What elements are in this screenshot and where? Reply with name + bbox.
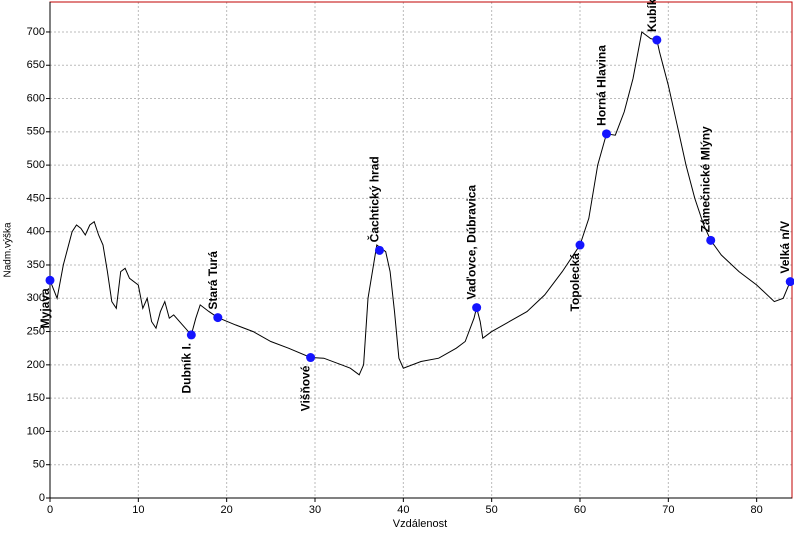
y-tick-label: 50 bbox=[33, 459, 45, 471]
y-tick-label: 700 bbox=[27, 26, 45, 38]
x-tick-label: 40 bbox=[397, 504, 409, 516]
waypoint-label: Zámečnické Mlýny bbox=[699, 126, 713, 232]
waypoint bbox=[45, 275, 55, 285]
waypoint bbox=[472, 303, 482, 313]
x-tick-label: 0 bbox=[47, 504, 53, 516]
waypoint bbox=[652, 35, 662, 45]
waypoint bbox=[785, 277, 794, 287]
waypoint-label: Višňové bbox=[299, 365, 313, 411]
y-tick-label: 100 bbox=[27, 425, 45, 437]
waypoint bbox=[706, 235, 716, 245]
y-tick-label: 200 bbox=[27, 359, 45, 371]
y-tick-label: 500 bbox=[27, 159, 45, 171]
x-tick-label: 60 bbox=[574, 504, 586, 516]
waypoint-label: Stará Turá bbox=[206, 251, 220, 310]
y-tick-label: 250 bbox=[27, 325, 45, 337]
waypoint-label: Dubník I. bbox=[179, 343, 193, 394]
y-tick-label: 550 bbox=[27, 126, 45, 138]
waypoint bbox=[186, 330, 196, 340]
waypoint bbox=[213, 313, 223, 323]
y-tick-label: 650 bbox=[27, 59, 45, 71]
y-tick-label: 150 bbox=[27, 392, 45, 404]
x-tick-label: 20 bbox=[221, 504, 233, 516]
x-tick-label: 10 bbox=[132, 504, 144, 516]
waypoint-label: Horná Hlavina bbox=[595, 45, 609, 126]
y-tick-label: 400 bbox=[27, 226, 45, 238]
x-tick-label: 30 bbox=[309, 504, 321, 516]
waypoint-label: Vaďovce, Dúbravica bbox=[465, 185, 479, 300]
waypoint-label: Kubíkův vrch bbox=[645, 0, 659, 32]
y-tick-label: 600 bbox=[27, 92, 45, 104]
profile-line bbox=[49, 31, 791, 376]
waypoint-label: Topolecká bbox=[568, 253, 582, 312]
y-axis-label: Nadm.výška bbox=[3, 222, 14, 277]
x-tick-label: 80 bbox=[751, 504, 763, 516]
waypoint-label: Myjava bbox=[38, 288, 52, 328]
waypoint-label: Velká n/V bbox=[778, 221, 792, 274]
y-tick-label: 300 bbox=[27, 292, 45, 304]
waypoint bbox=[602, 129, 611, 139]
x-tick-label: 50 bbox=[486, 504, 498, 516]
waypoint bbox=[575, 240, 585, 250]
y-tick-label: 0 bbox=[39, 492, 45, 504]
y-tick-label: 450 bbox=[27, 192, 45, 204]
waypoint bbox=[374, 245, 384, 255]
y-tick-label: 350 bbox=[27, 259, 45, 271]
waypoint bbox=[306, 353, 316, 363]
x-axis-label: Vzdálenost bbox=[393, 518, 447, 530]
waypoint-label: Čachtický hrad bbox=[366, 156, 381, 242]
x-tick-label: 70 bbox=[662, 504, 674, 516]
